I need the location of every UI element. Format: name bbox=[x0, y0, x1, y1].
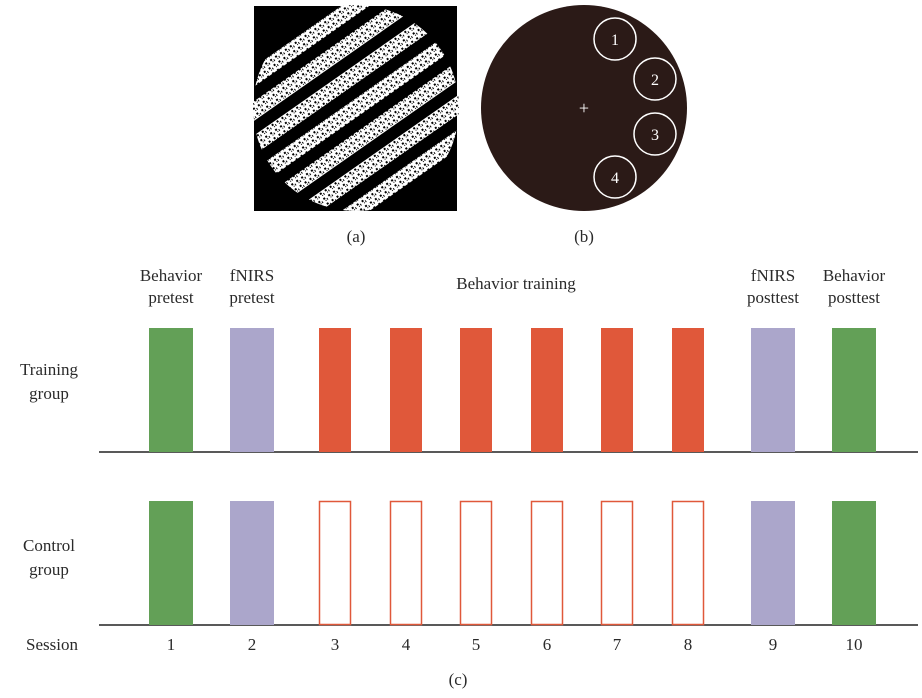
row-label-control: Control bbox=[23, 536, 75, 555]
session-bar-empty bbox=[318, 500, 352, 626]
panel-b-label: (b) bbox=[574, 227, 594, 246]
target-position-circle bbox=[633, 112, 677, 156]
session-bar-train bbox=[460, 328, 492, 452]
header-fnirs-pretest-2: pretest bbox=[229, 288, 275, 307]
grating-stripe bbox=[253, 5, 447, 136]
session-bar-empty bbox=[671, 500, 705, 626]
session-bar-empty bbox=[530, 500, 564, 626]
panel-b: + 1 2 3 4 (b) bbox=[481, 5, 687, 246]
target-position-number: 1 bbox=[611, 32, 619, 49]
session-number: 2 bbox=[248, 635, 257, 654]
header-fnirs-posttest: fNIRS bbox=[751, 266, 795, 285]
grating-stripe bbox=[253, 7, 459, 205]
session-number: 9 bbox=[769, 635, 778, 654]
session-bar-fnirs bbox=[230, 328, 274, 452]
grating-stripe bbox=[255, 53, 459, 211]
grating-stripe bbox=[253, 5, 459, 182]
session-number: 7 bbox=[613, 635, 622, 654]
target-position-circle bbox=[633, 57, 677, 101]
session-bar-train bbox=[319, 328, 351, 452]
header-behavior-posttest: Behavior bbox=[823, 266, 886, 285]
session-number: 1 bbox=[167, 635, 176, 654]
row-label-training-2: group bbox=[29, 384, 69, 403]
session-number: 4 bbox=[402, 635, 411, 654]
session-number: 5 bbox=[472, 635, 481, 654]
session-numbers: 1 2 3 4 5 6 7 8 9 10 bbox=[167, 635, 863, 654]
session-axis-label: Session bbox=[26, 635, 78, 654]
session-bar-empty bbox=[459, 500, 493, 626]
panel-a: (a) bbox=[253, 5, 459, 246]
session-bar-behavior bbox=[149, 501, 193, 625]
target-positions: 1 2 3 4 bbox=[593, 17, 677, 199]
target-position-number: 2 bbox=[651, 72, 659, 89]
display-disk bbox=[481, 5, 687, 211]
grating-stripe bbox=[253, 30, 459, 211]
target-position-number: 4 bbox=[611, 170, 619, 187]
session-bar-train bbox=[601, 328, 633, 452]
panel-a-label: (a) bbox=[347, 227, 366, 246]
target-position-circle bbox=[593, 17, 637, 61]
header-behavior-training: Behavior training bbox=[456, 274, 576, 293]
session-number: 3 bbox=[331, 635, 340, 654]
header-fnirs-posttest-2: posttest bbox=[747, 288, 799, 307]
session-bar-behavior bbox=[149, 328, 193, 452]
session-number: 10 bbox=[846, 635, 863, 654]
fixation-cross: + bbox=[579, 98, 589, 118]
header-behavior-posttest-2: posttest bbox=[828, 288, 880, 307]
session-bars bbox=[149, 328, 876, 626]
session-bar-train bbox=[672, 328, 704, 452]
session-bar-fnirs bbox=[751, 328, 795, 452]
session-bar-behavior bbox=[832, 328, 876, 452]
panel-c-label: (c) bbox=[449, 670, 468, 689]
panel-c: Behavior pretest fNIRS pretest Behavior … bbox=[20, 266, 918, 689]
session-bar-empty bbox=[600, 500, 634, 626]
header-behavior-pretest: Behavior bbox=[140, 266, 203, 285]
session-bar-empty bbox=[389, 500, 423, 626]
session-bar-train bbox=[390, 328, 422, 452]
session-number: 8 bbox=[684, 635, 693, 654]
target-position-circle bbox=[593, 155, 637, 199]
session-bar-fnirs bbox=[230, 501, 274, 625]
session-bar-train bbox=[531, 328, 563, 452]
session-number: 6 bbox=[543, 635, 552, 654]
header-fnirs-pretest: fNIRS bbox=[230, 266, 274, 285]
header-behavior-pretest-2: pretest bbox=[148, 288, 194, 307]
grating-stripe bbox=[271, 76, 459, 211]
row-label-control-2: group bbox=[29, 560, 69, 579]
session-bar-fnirs bbox=[751, 501, 795, 625]
row-label-training: Training bbox=[20, 360, 78, 379]
target-position-number: 3 bbox=[651, 127, 659, 144]
session-bar-behavior bbox=[832, 501, 876, 625]
